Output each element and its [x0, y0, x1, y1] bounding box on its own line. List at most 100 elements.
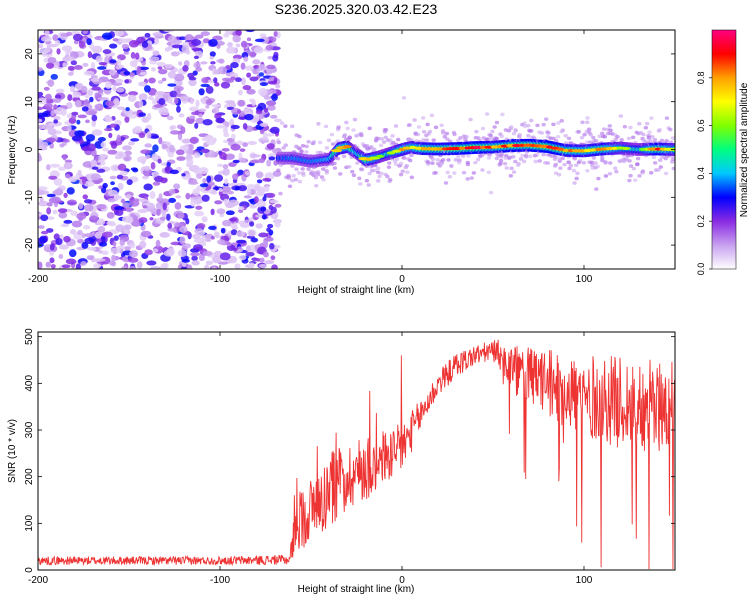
noise-blob: [210, 235, 215, 240]
noise-blob: [164, 47, 170, 52]
ridge-haze: [664, 116, 670, 120]
noise-blob: [50, 196, 61, 203]
ridge-haze: [574, 176, 579, 181]
ridge-haze: [589, 160, 595, 165]
noise-blob: [123, 224, 132, 230]
noise-blob: [181, 259, 190, 263]
noise-blob: [89, 215, 98, 223]
noise-blob: [94, 104, 100, 111]
noise-blob: [234, 77, 242, 83]
noise-blob: [83, 180, 95, 187]
ridge-haze: [321, 177, 326, 182]
ridge-haze: [335, 156, 341, 161]
noise-blob: [142, 175, 149, 180]
ridge-haze: [475, 157, 481, 162]
ridge-haze: [534, 153, 539, 157]
noise-blob: [156, 208, 161, 216]
noise-blob: [124, 116, 130, 123]
ridge-haze: [591, 156, 597, 160]
snr-x-label: Height of straight line (km): [298, 584, 415, 595]
ridge-haze: [336, 125, 341, 129]
noise-blob: [263, 132, 268, 139]
ridge-haze: [341, 154, 347, 159]
ridge-haze: [563, 133, 568, 138]
noise-blob: [249, 204, 258, 209]
noise-blob: [217, 163, 224, 168]
noise-blob: [200, 83, 210, 88]
ridge-haze: [628, 164, 634, 168]
noise-blob: [191, 260, 200, 266]
noise-blob: [96, 168, 106, 173]
noise-blob: [90, 75, 98, 79]
ridge-haze: [595, 164, 600, 169]
noise-blob: [215, 117, 225, 124]
ridge-haze: [509, 125, 514, 129]
noise-blob: [175, 149, 185, 156]
noise-blob: [244, 65, 254, 71]
noise-blob: [55, 238, 63, 246]
noise-blob: [137, 198, 148, 203]
ridge-haze: [412, 118, 417, 122]
noise-blob: [104, 81, 112, 89]
noise-blob: [222, 126, 229, 135]
noise-blob: [142, 205, 147, 209]
noise-blob: [151, 67, 156, 72]
noise-blob: [218, 58, 225, 64]
noise-blob: [57, 208, 68, 213]
noise-blob: [253, 64, 260, 69]
noise-blob: [85, 134, 96, 142]
noise-blob: [241, 77, 246, 86]
colorbar-tick-label: 0.8: [696, 72, 706, 85]
ridge-haze: [372, 163, 378, 168]
ridge-haze: [367, 171, 372, 176]
noise-blob: [46, 207, 52, 215]
noise-blob: [127, 257, 139, 263]
noise-blob: [193, 210, 205, 217]
ridge-haze: [429, 113, 435, 118]
noise-blob: [84, 237, 95, 245]
noise-blob: [181, 243, 192, 249]
noise-blob: [157, 80, 164, 84]
noise-blob: [238, 255, 247, 261]
noise-blob: [91, 166, 99, 170]
noise-blob: [113, 235, 119, 241]
noise-blob: [112, 85, 117, 91]
ridge-haze: [486, 137, 491, 141]
noise-blob: [91, 129, 103, 136]
noise-blob: [61, 45, 73, 52]
ridge-haze: [648, 138, 653, 143]
noise-blob: [259, 122, 269, 127]
ridge-haze: [597, 134, 602, 139]
noise-blob: [116, 174, 124, 180]
noise-blob: [125, 107, 130, 112]
noise-blob: [242, 85, 252, 91]
noise-blob: [167, 70, 177, 79]
noise-blob: [83, 70, 95, 76]
noise-blob: [116, 134, 122, 143]
noise-blob: [63, 192, 68, 199]
ridge-hotspot: [330, 149, 343, 153]
ridge-haze: [402, 156, 407, 160]
noise-blob: [47, 56, 57, 64]
noise-blob: [190, 199, 196, 207]
ridge-haze: [330, 142, 336, 146]
noise-blob: [47, 127, 57, 136]
noise-blob: [159, 177, 168, 184]
noise-blob: [258, 263, 267, 268]
noise-blob: [206, 150, 216, 158]
noise-blob: [67, 94, 73, 102]
noise-blob: [168, 144, 175, 153]
noise-blob: [140, 149, 151, 155]
ridge-haze: [537, 159, 542, 163]
noise-blob: [164, 64, 174, 69]
noise-blob: [98, 241, 108, 247]
spectrogram-y-tick-label: 10: [24, 96, 35, 108]
ridge-haze: [499, 134, 504, 139]
noise-blob: [226, 242, 232, 247]
ridge-haze: [628, 125, 633, 130]
ridge-haze: [471, 171, 477, 175]
ridge-haze: [541, 152, 546, 157]
noise-blob: [72, 33, 83, 42]
noise-blob: [177, 213, 185, 219]
noise-blob: [250, 154, 261, 158]
